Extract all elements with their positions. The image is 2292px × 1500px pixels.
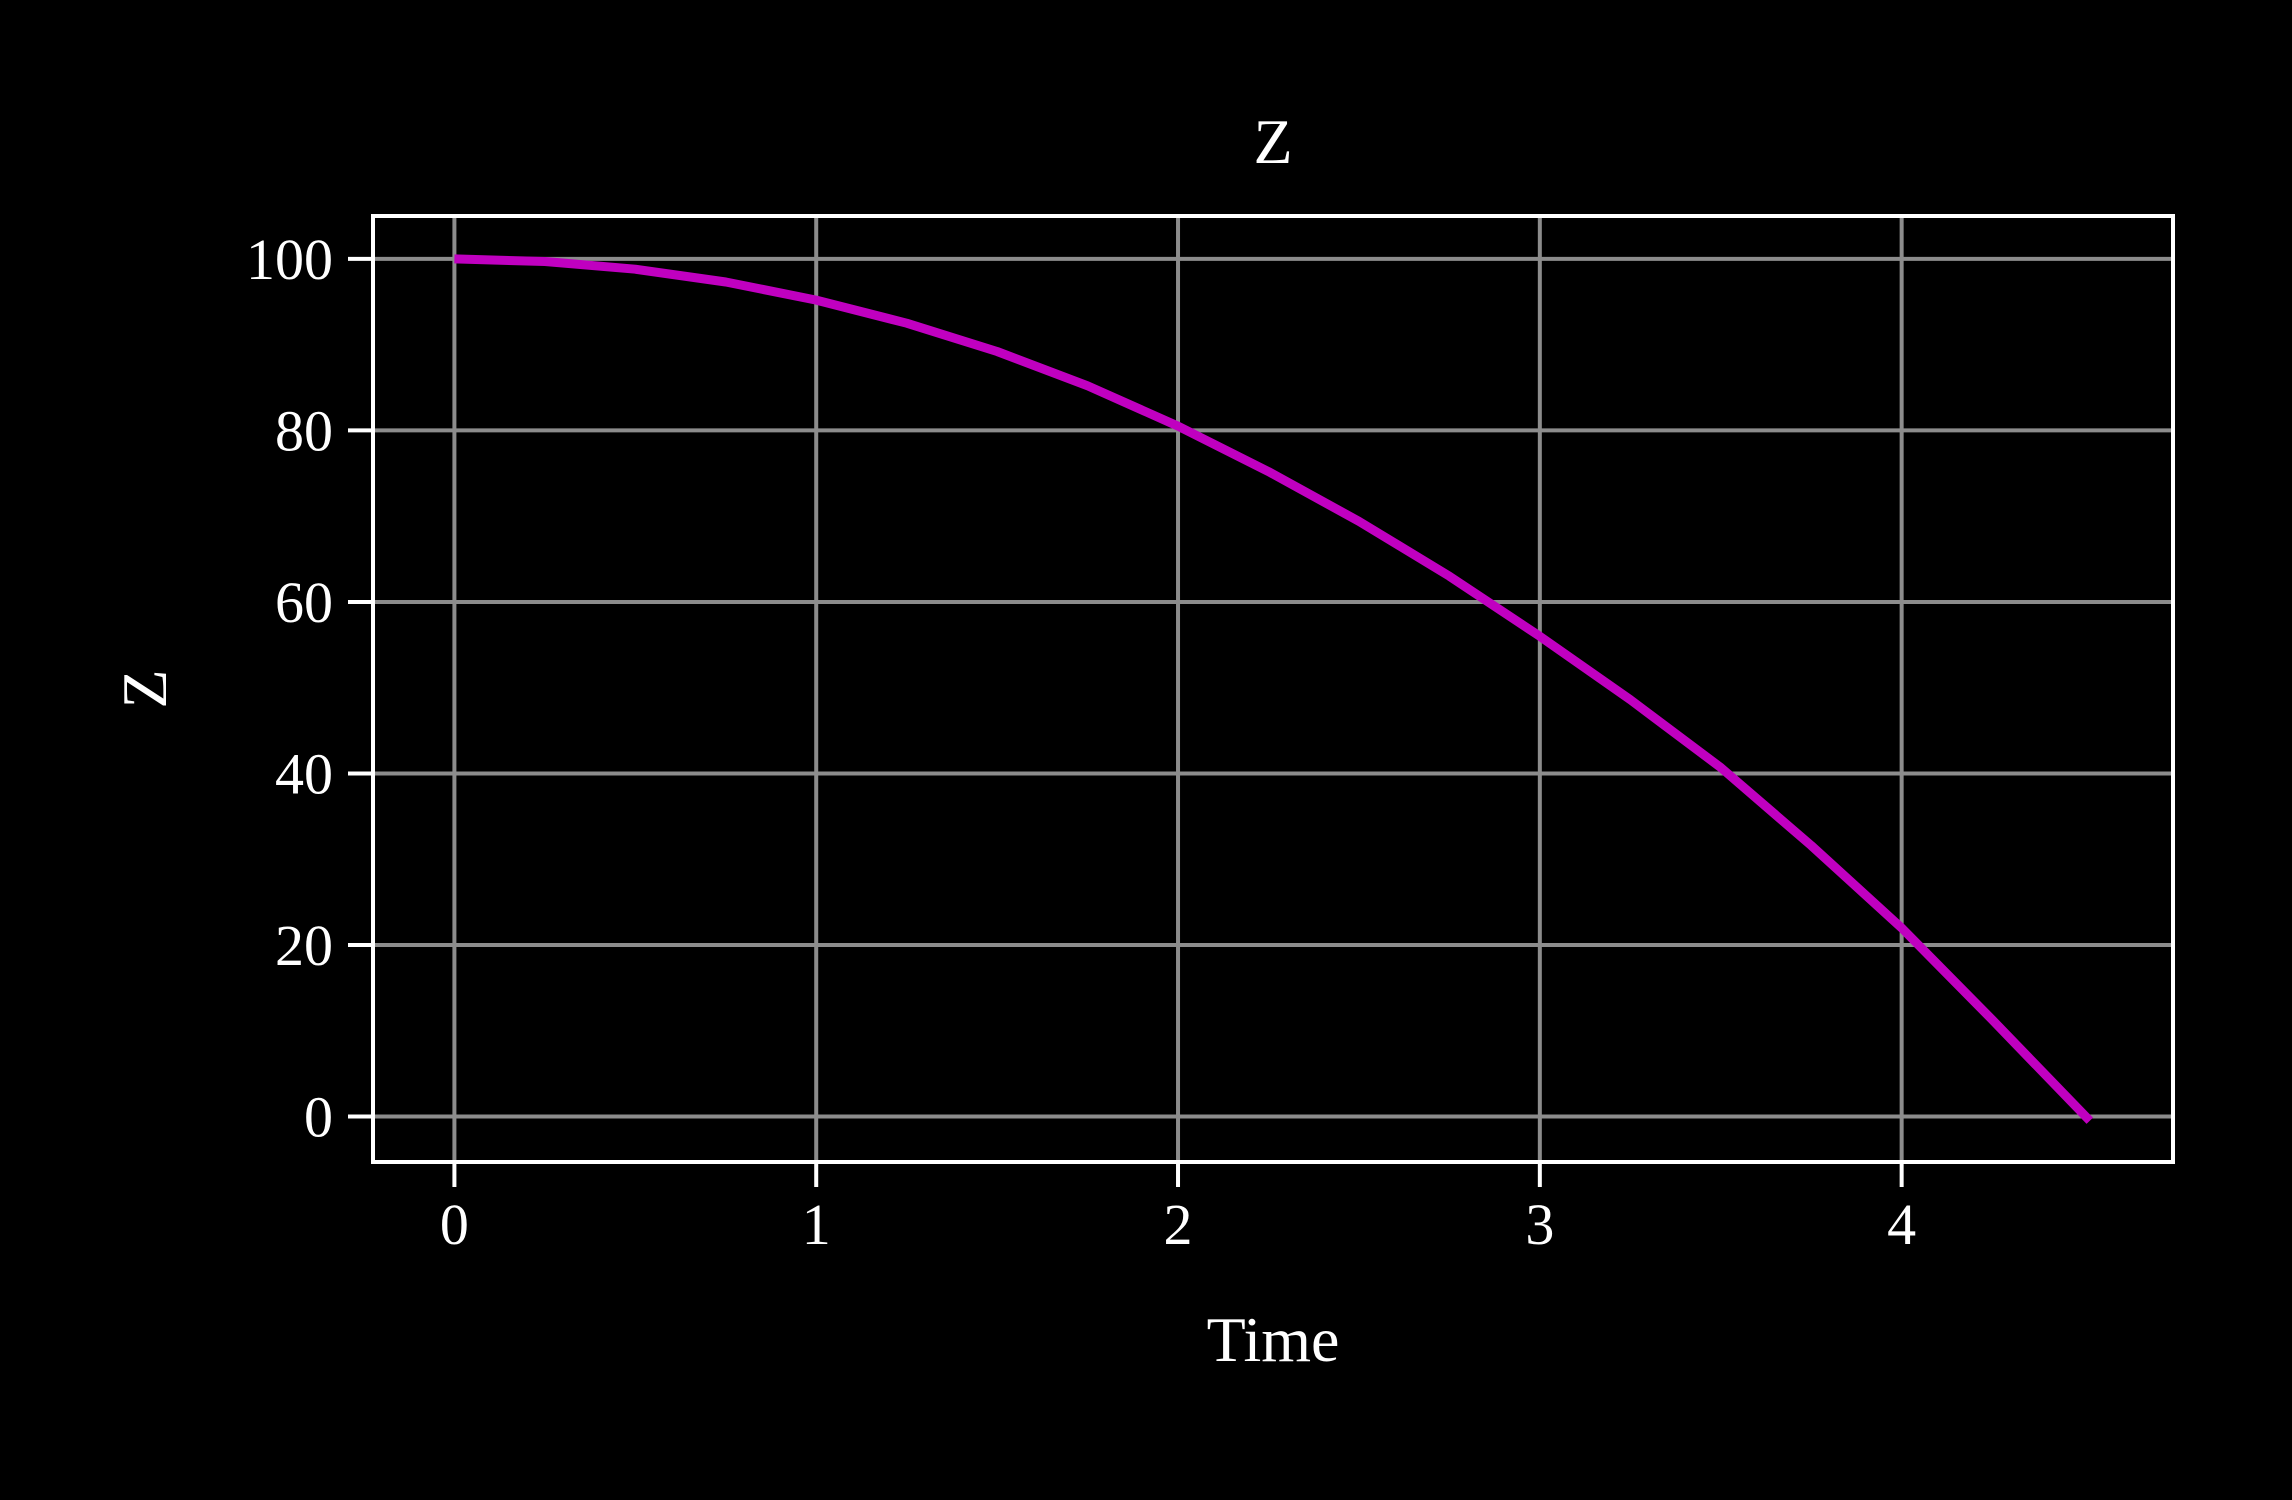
- y-tick-label: 60: [275, 570, 333, 635]
- y-tick-label: 0: [304, 1085, 333, 1150]
- x-tick-label: 1: [802, 1192, 831, 1257]
- plot-frame: [371, 214, 2175, 1164]
- x-tick-label: 2: [1164, 1192, 1193, 1257]
- y-tick-label: 40: [275, 741, 333, 806]
- y-axis-label: Z: [109, 669, 180, 708]
- chart-title: Z: [1253, 106, 1292, 177]
- x-axis-label: Time: [1207, 1304, 1340, 1375]
- series-layer: [454, 254, 2094, 1124]
- x-tick-label: 3: [1525, 1192, 1554, 1257]
- y-tick-label: 100: [246, 227, 333, 292]
- y-tick-label: 80: [275, 398, 333, 463]
- x-tick-label: 4: [1887, 1192, 1916, 1257]
- grid: [373, 216, 2173, 1162]
- y-tick-label: 20: [275, 913, 333, 978]
- series-line: [454, 254, 2094, 1124]
- x-tick-label: 0: [440, 1192, 469, 1257]
